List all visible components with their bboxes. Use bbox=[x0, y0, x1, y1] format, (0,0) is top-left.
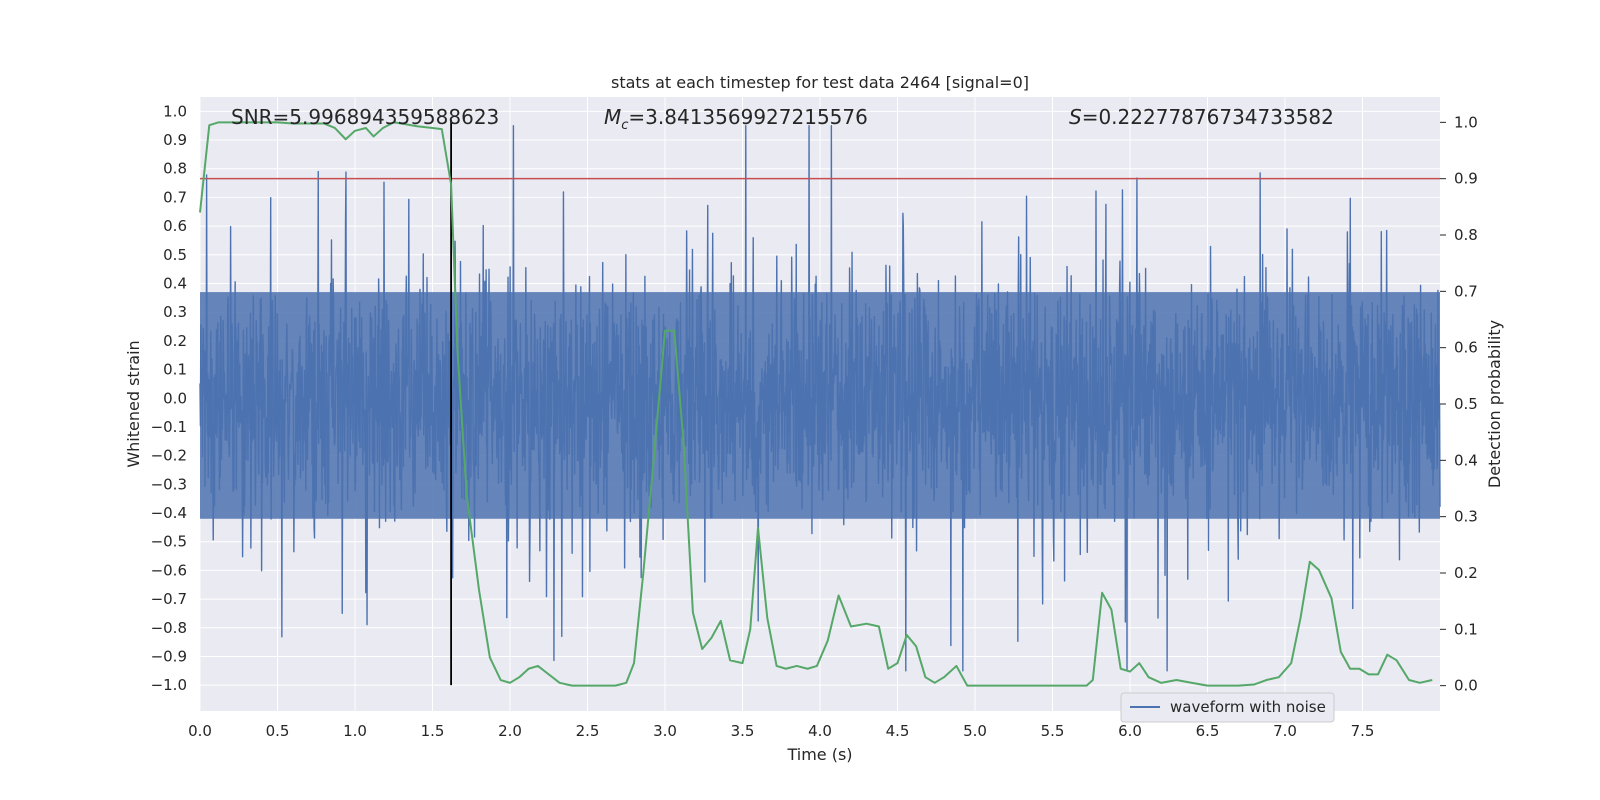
y-left-tick-label: 0.9 bbox=[163, 131, 187, 149]
y-left-tick-label: −0.9 bbox=[151, 647, 187, 665]
x-tick-label: 1.5 bbox=[421, 722, 445, 740]
x-tick-label: 1.0 bbox=[343, 722, 367, 740]
chirp-mass-symbol: M bbox=[604, 105, 621, 129]
legend: waveform with noise bbox=[1120, 692, 1335, 723]
x-tick-label: 7.5 bbox=[1351, 722, 1375, 740]
y-left-tick-label: −0.3 bbox=[151, 475, 187, 493]
s-symbol: S bbox=[1069, 105, 1082, 129]
chirp-mass-annotation: Mc=3.8413569927215576 bbox=[604, 105, 868, 133]
x-tick-label: 0.5 bbox=[266, 722, 290, 740]
y-left-tick-label: −0.8 bbox=[151, 619, 187, 637]
waveform-core-band bbox=[200, 292, 1440, 519]
y-right-tick-label: 0.9 bbox=[1454, 170, 1478, 188]
detection-probability-line bbox=[199, 121, 1433, 687]
x-tick-label: 3.5 bbox=[731, 722, 755, 740]
y-left-tick-label: 0.3 bbox=[163, 303, 187, 321]
y-right-tick-label: 1.0 bbox=[1454, 113, 1478, 131]
x-tick-label: 6.5 bbox=[1196, 722, 1220, 740]
y-right-axis-ticks: 1.0 0.9 0.8 0.7 0.6 0.5 0.4 0.3 0.2 0.1 0.0 bbox=[1440, 113, 1478, 695]
y-left-tick-label: −1.0 bbox=[151, 676, 187, 694]
y-left-tick-label: −0.2 bbox=[151, 447, 187, 465]
x-axis-ticks: 0.0 0.5 1.0 1.5 2.0 2.5 3.0 3.5 4.0 4.5 5.0 5.5 6.0 6… bbox=[188, 722, 1374, 740]
legend-label: waveform with noise bbox=[1170, 698, 1326, 716]
y-left-tick-label: 1.0 bbox=[163, 102, 187, 120]
x-tick-label: 2.0 bbox=[498, 722, 522, 740]
y-left-tick-label: 0.7 bbox=[163, 188, 187, 206]
x-tick-label: 6.0 bbox=[1118, 722, 1142, 740]
x-tick-label: 5.5 bbox=[1041, 722, 1065, 740]
chirp-mass-subscript: c bbox=[621, 118, 628, 133]
y-left-tick-label: 0.1 bbox=[163, 361, 187, 379]
y-right-tick-label: 0.8 bbox=[1454, 226, 1478, 244]
x-tick-label: 4.0 bbox=[808, 722, 832, 740]
y-right-tick-label: 0.2 bbox=[1454, 564, 1478, 582]
s-annotation: S=0.22277876734733582 bbox=[1069, 105, 1334, 129]
waveform-series bbox=[199, 124, 1441, 672]
y-right-tick-label: 0.7 bbox=[1454, 282, 1478, 300]
y-right-tick-label: 0.1 bbox=[1454, 620, 1478, 638]
y-right-tick-label: 0.4 bbox=[1454, 451, 1478, 469]
y-left-tick-label: 0.4 bbox=[163, 274, 187, 292]
y-left-tick-label: −0.4 bbox=[151, 504, 187, 522]
y-right-tick-label: 0.6 bbox=[1454, 339, 1478, 357]
y-right-axis-label: Detection probability bbox=[1485, 320, 1504, 488]
y-left-tick-label: 0.6 bbox=[163, 217, 187, 235]
chart-title: stats at each timestep for test data 246… bbox=[611, 73, 1029, 92]
y-left-tick-label: −0.6 bbox=[151, 561, 187, 579]
y-right-tick-label: 0.0 bbox=[1454, 677, 1478, 695]
y-left-axis-ticks: 1.0 0.9 0.8 0.7 0.6 0.5 0.4 0.3 0.2 0.1 0.0 −0.1 −0.… bbox=[151, 102, 187, 694]
y-right-tick-label: 0.5 bbox=[1454, 395, 1478, 413]
x-tick-label: 7.0 bbox=[1273, 722, 1297, 740]
y-left-tick-label: −0.5 bbox=[151, 533, 187, 551]
y-left-tick-label: −0.1 bbox=[151, 418, 187, 436]
s-value: =0.22277876734733582 bbox=[1082, 105, 1334, 129]
y-left-tick-label: 0.2 bbox=[163, 332, 187, 350]
overlay-layer bbox=[199, 119, 1440, 687]
x-tick-label: 3.0 bbox=[653, 722, 677, 740]
x-tick-label: 0.0 bbox=[188, 722, 212, 740]
y-left-axis-label: Whitened strain bbox=[124, 340, 143, 467]
y-left-tick-label: 0.0 bbox=[163, 389, 187, 407]
chirp-mass-value: =3.8413569927215576 bbox=[628, 105, 867, 129]
y-left-tick-label: 0.8 bbox=[163, 160, 187, 178]
x-tick-label: 4.5 bbox=[886, 722, 910, 740]
y-right-tick-label: 0.3 bbox=[1454, 508, 1478, 526]
x-tick-label: 2.5 bbox=[576, 722, 600, 740]
x-axis-label: Time (s) bbox=[786, 745, 852, 764]
y-left-tick-label: −0.7 bbox=[151, 590, 187, 608]
snr-annotation: SNR=5.996894359588623 bbox=[231, 105, 499, 129]
legend-box bbox=[1120, 692, 1335, 723]
y-left-tick-label: 0.5 bbox=[163, 246, 187, 264]
x-tick-label: 5.0 bbox=[963, 722, 987, 740]
